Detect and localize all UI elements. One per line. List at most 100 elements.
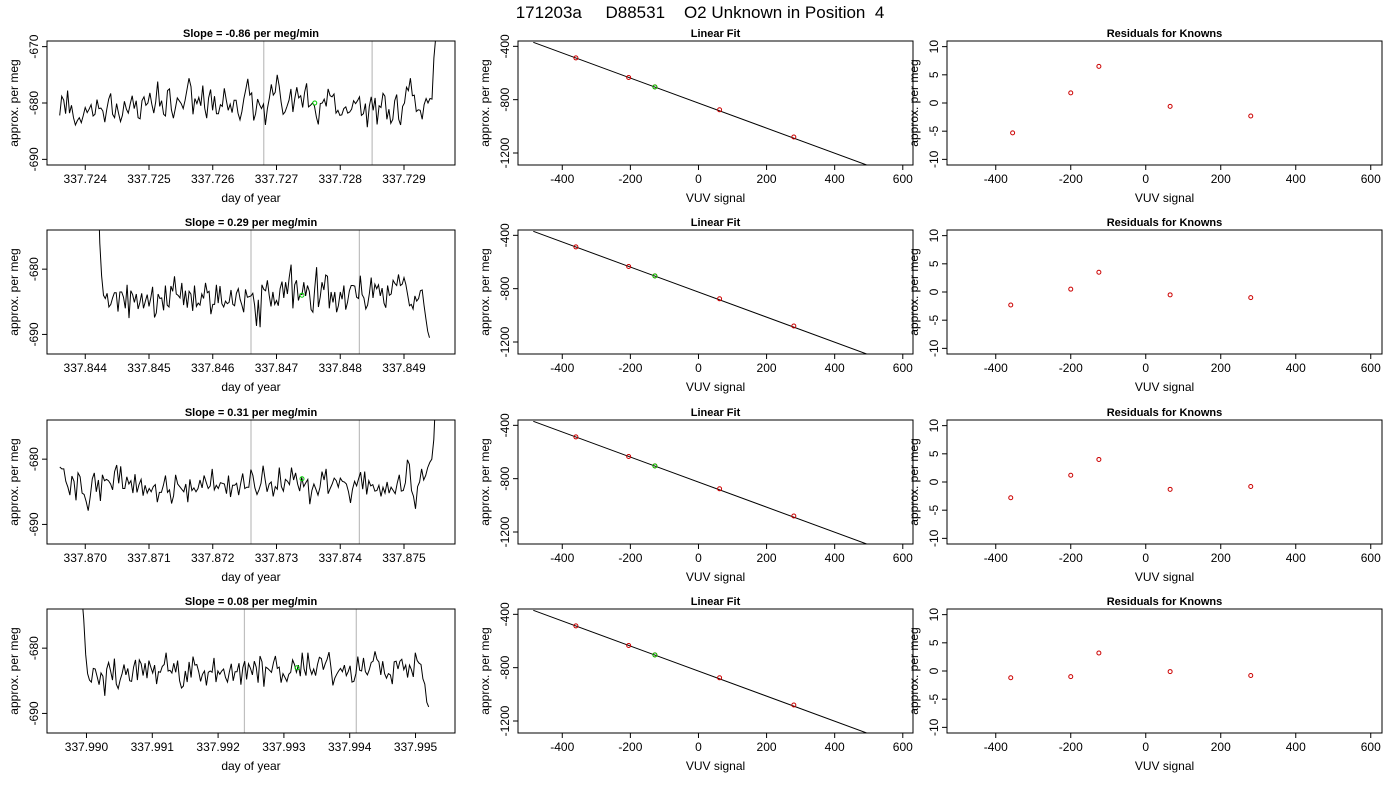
series-line	[59, 420, 436, 511]
plot-frame	[946, 419, 1383, 545]
plot-frame	[946, 229, 1383, 355]
y-axis-label: approx. per meg	[907, 248, 921, 335]
known-point	[626, 643, 632, 649]
known-point	[573, 434, 579, 440]
known-point	[626, 75, 632, 81]
fit-line	[533, 41, 869, 165]
panel-title: Residuals for Knowns	[1107, 28, 1223, 40]
x-tick-label: 337.874	[319, 551, 363, 565]
panel-r0-c1: Linear Fit -400 -200 0 200 400 600 -1200 -800 -40…	[478, 28, 914, 205]
known-point	[1167, 486, 1173, 492]
known-point	[1167, 669, 1173, 675]
x-tick-label: -400	[550, 361, 574, 375]
y-axis-label: approx. per meg	[7, 438, 21, 525]
unknown-point	[312, 100, 318, 106]
x-axis-label: VUV signal	[686, 191, 745, 205]
x-tick-label: 600	[1361, 361, 1381, 375]
x-tick-label: -200	[1059, 740, 1083, 754]
known-point	[1248, 113, 1254, 119]
y-tick-label: 0	[927, 478, 941, 485]
plot-area	[533, 420, 869, 544]
known-point	[1248, 295, 1254, 301]
y-axis-label: approx. per meg	[478, 627, 492, 714]
known-point	[1010, 130, 1016, 136]
unknown-point	[652, 273, 658, 279]
known-point	[1008, 302, 1014, 308]
panel-r1-c2: Residuals for Knowns -400 -200 0 200 400 600 -1…	[907, 217, 1383, 394]
y-tick-label: -5	[927, 505, 941, 516]
x-tick-label: 200	[757, 361, 777, 375]
plot-area	[533, 609, 869, 733]
panel-title: Linear Fit	[691, 407, 741, 419]
y-axis-label: approx. per meg	[478, 438, 492, 525]
x-axis-label: day of year	[221, 570, 280, 584]
plot-frame	[517, 608, 914, 734]
fit-line	[533, 420, 869, 544]
x-tick-label: 400	[1286, 172, 1306, 186]
y-tick-label: -10	[927, 529, 941, 547]
known-point	[1096, 456, 1102, 462]
unknown-point	[299, 292, 305, 298]
y-tick-label: -680	[27, 636, 41, 660]
x-tick-label: 337.725	[127, 172, 171, 186]
y-axis-label: approx. per meg	[7, 248, 21, 335]
x-axis-label: day of year	[221, 380, 280, 394]
x-tick-label: 0	[1142, 740, 1149, 754]
series-line	[82, 609, 430, 708]
x-tick-label: 400	[825, 361, 845, 375]
known-point	[717, 107, 723, 113]
panel-r2-c1: Linear Fit -400 -200 0 200 400 600 -1200 -800 -40…	[478, 407, 914, 584]
x-tick-label: 0	[695, 172, 702, 186]
figure-title: 171203a D88531 O2 Unknown in Position 4	[515, 3, 885, 22]
y-tick-label: -1200	[498, 516, 512, 547]
x-tick-label: -200	[618, 172, 642, 186]
panel-r2-c0: Slope = 0.31 per meg/min 337.870 337.871 33…	[7, 407, 456, 584]
x-tick-label: 0	[1142, 172, 1149, 186]
y-tick-label: -680	[27, 91, 41, 115]
x-tick-label: 400	[825, 172, 845, 186]
unknown-point	[652, 463, 658, 469]
x-tick-label: 337.846	[191, 361, 235, 375]
y-tick-label: -10	[927, 339, 941, 357]
x-tick-label: 337.847	[255, 361, 299, 375]
x-tick-label: 337.849	[382, 361, 426, 375]
x-tick-label: 337.870	[64, 551, 108, 565]
panel-title: Linear Fit	[691, 217, 741, 229]
x-tick-label: 600	[893, 740, 913, 754]
known-point	[1167, 103, 1173, 109]
panel-title: Slope = -0.86 per meg/min	[183, 28, 319, 40]
y-tick-label: 0	[927, 99, 941, 106]
y-tick-label: -800	[498, 87, 512, 111]
known-point	[791, 513, 797, 519]
x-tick-label: 400	[825, 551, 845, 565]
y-tick-label: 10	[927, 419, 941, 433]
y-tick-label: -800	[498, 466, 512, 490]
y-tick-label: 0	[927, 288, 941, 295]
known-point	[1248, 673, 1254, 679]
y-tick-label: -400	[498, 413, 512, 437]
plot-area	[533, 41, 869, 165]
x-tick-label: 600	[893, 551, 913, 565]
known-point	[717, 675, 723, 681]
x-tick-label: 600	[893, 172, 913, 186]
x-tick-label: -400	[984, 172, 1008, 186]
x-axis-label: VUV signal	[686, 759, 745, 773]
known-point	[1068, 674, 1074, 680]
x-tick-label: 400	[1286, 551, 1306, 565]
unknown-point	[294, 665, 300, 671]
y-tick-label: 10	[927, 40, 941, 54]
x-tick-label: -400	[984, 551, 1008, 565]
panel-title: Linear Fit	[691, 596, 741, 608]
x-tick-label: 337.995	[394, 740, 438, 754]
plot-area	[533, 230, 869, 354]
x-tick-label: 337.993	[262, 740, 306, 754]
known-point	[1248, 484, 1254, 490]
y-tick-label: -10	[927, 718, 941, 736]
x-tick-label: 400	[1286, 740, 1306, 754]
x-tick-label: -400	[550, 740, 574, 754]
x-axis-label: VUV signal	[686, 380, 745, 394]
y-tick-label: 10	[927, 608, 941, 622]
x-tick-label: 200	[757, 740, 777, 754]
x-tick-label: 337.848	[319, 361, 363, 375]
plot-frame	[517, 229, 914, 355]
